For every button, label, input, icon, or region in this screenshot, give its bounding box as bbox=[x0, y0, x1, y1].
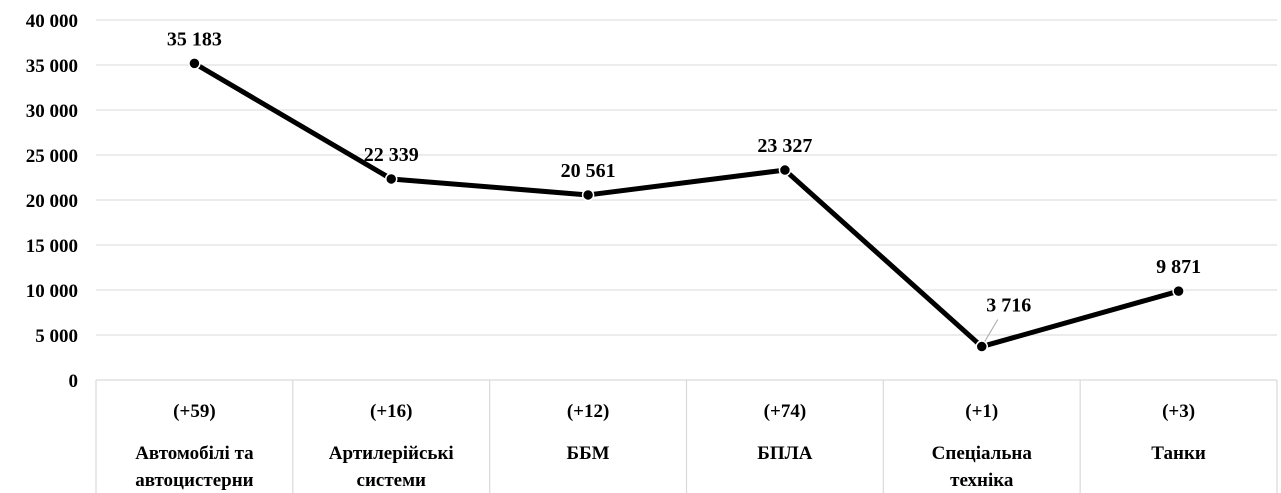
category-name-label: БПЛА bbox=[757, 443, 812, 464]
category-name-label: системи bbox=[357, 470, 427, 491]
data-point bbox=[778, 163, 792, 177]
data-point bbox=[188, 57, 201, 70]
category-name-label: Артилерійські bbox=[329, 443, 454, 464]
data-labels: 35 183 22 339 20 561 23 327 3 716 9 871 bbox=[167, 28, 1201, 342]
gridlines bbox=[96, 19, 1277, 336]
category-delta-label: (+16) bbox=[370, 401, 412, 422]
y-tick-label: 5 000 bbox=[35, 326, 78, 347]
y-tick-label: 30 000 bbox=[26, 101, 78, 122]
data-point bbox=[1172, 284, 1185, 298]
category-delta-label: (+74) bbox=[764, 401, 806, 422]
x-axis-category-table: (+59) Автомобілі та автоцистерни (+16) Артил… bbox=[95, 379, 1278, 493]
category-delta-label: (+59) bbox=[173, 401, 215, 422]
data-points bbox=[188, 57, 1185, 353]
series-line bbox=[191, 60, 1182, 350]
y-tick-label: 0 bbox=[69, 371, 79, 392]
y-tick-label: 35 000 bbox=[26, 56, 78, 77]
category-name-label: Спеціальна bbox=[932, 443, 1033, 464]
category-name-label: ББМ bbox=[567, 443, 610, 464]
category-delta-label: (+3) bbox=[1162, 401, 1195, 422]
data-label: 9 871 bbox=[1156, 256, 1201, 278]
y-tick-label: 20 000 bbox=[26, 191, 78, 212]
data-point bbox=[385, 172, 398, 186]
category-name-label: Автомобілі та bbox=[135, 443, 254, 464]
data-label: 35 183 bbox=[167, 28, 222, 50]
data-label-leader bbox=[984, 319, 999, 342]
category-delta-label: (+1) bbox=[965, 401, 998, 422]
data-point bbox=[975, 340, 988, 353]
y-tick-label: 40 000 bbox=[26, 11, 78, 32]
data-label: 20 561 bbox=[561, 160, 616, 182]
y-tick-label: 25 000 bbox=[26, 146, 78, 167]
y-axis-tick-labels: 0 5 000 10 000 15 000 20 000 25 000 30 000 35 0… bbox=[26, 11, 78, 392]
category-name-label: Танки bbox=[1151, 443, 1206, 464]
category-delta-label: (+12) bbox=[567, 401, 609, 422]
y-tick-label: 15 000 bbox=[26, 236, 78, 257]
data-point bbox=[581, 188, 595, 202]
y-tick-label: 10 000 bbox=[26, 281, 78, 302]
data-label: 22 339 bbox=[364, 144, 419, 166]
data-label: 3 716 bbox=[986, 295, 1031, 317]
category-name-label: автоцистерни bbox=[135, 470, 253, 491]
data-label: 23 327 bbox=[757, 135, 812, 157]
category-name-label: техніка bbox=[950, 470, 1014, 491]
series-path bbox=[191, 60, 1182, 350]
